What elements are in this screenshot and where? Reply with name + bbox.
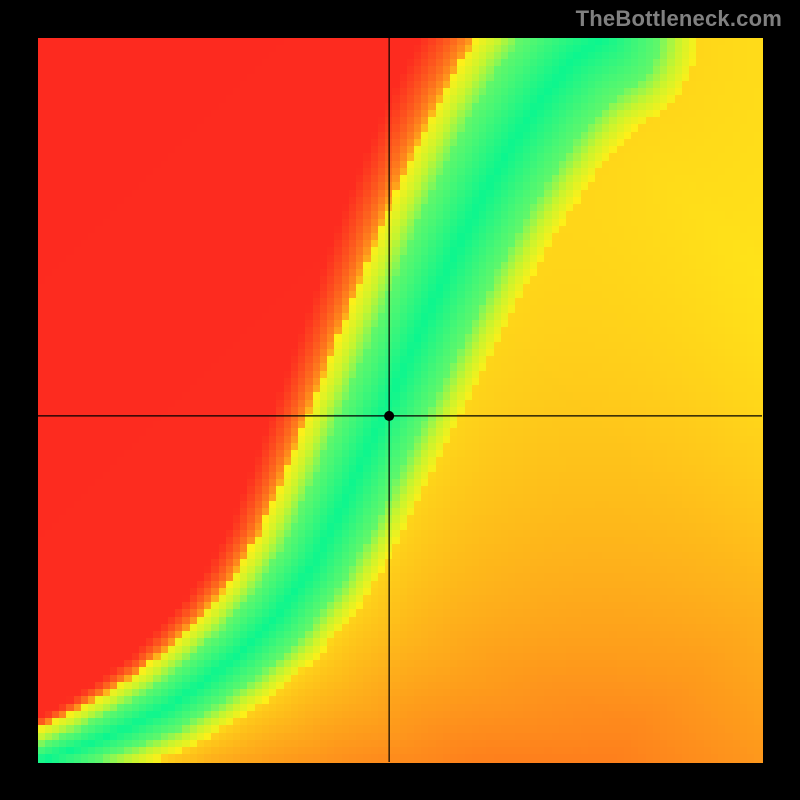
watermark-text: TheBottleneck.com: [576, 6, 782, 32]
chart-container: { "watermark": "TheBottleneck.com", "hea…: [0, 0, 800, 800]
bottleneck-heatmap: [35, 35, 765, 765]
